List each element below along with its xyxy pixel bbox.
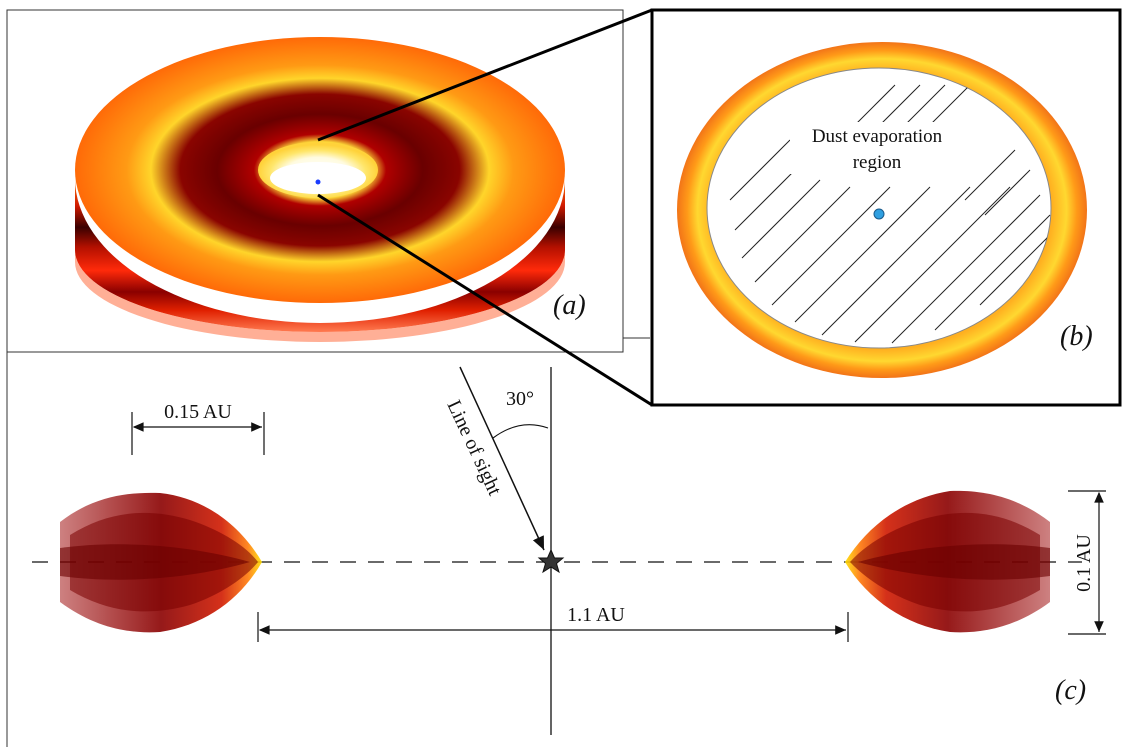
panel-c-label: (c) (1055, 675, 1086, 706)
zoom-line-top (317, 8, 653, 142)
label-0-1-au: 0.1 AU (1073, 534, 1095, 592)
label-1-1-au: 1.1 AU (567, 604, 625, 626)
region-label-line2: region (853, 152, 902, 173)
central-star-dot (315, 179, 321, 185)
star-icon (537, 548, 565, 574)
panel-b-label: (b) (1060, 321, 1093, 352)
dimension-0-1-au: 0.1 AU (1068, 490, 1106, 635)
panel-c: 0.15 AU 1.1 AU 0.1 AU Line of sight 30° … (6, 352, 1106, 747)
region-label-line1: Dust evaporation (812, 126, 943, 147)
star-dot-b (873, 208, 885, 220)
dimension-0-15-au: 0.15 AU (131, 401, 265, 455)
line-of-sight: Line of sight 30° (442, 366, 549, 551)
panel-a-label: (a) (553, 290, 586, 321)
zoom-line-bottom (317, 193, 653, 407)
panel-a: (a) (6, 9, 650, 353)
line-of-sight-label: Line of sight (442, 397, 505, 499)
left-rim-cross-section (60, 492, 262, 633)
hatching (729, 84, 1051, 344)
panel-b: Dust evaporation region (b) (650, 8, 1122, 407)
angle-label: 30° (506, 388, 534, 410)
label-0-15-au: 0.15 AU (164, 401, 232, 423)
dimension-1-1-au: 1.1 AU (257, 604, 849, 642)
right-rim-cross-section (845, 490, 1050, 633)
inner-region (706, 67, 1052, 349)
